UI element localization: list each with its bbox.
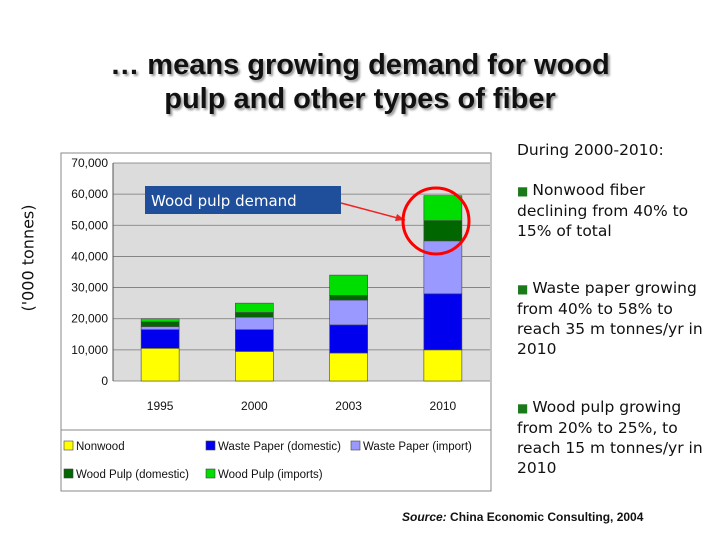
highlight-circle <box>401 186 471 256</box>
x-tick-label: 2003 <box>335 399 362 413</box>
y-tick-label: 10,000 <box>71 343 108 357</box>
x-tick-label: 2000 <box>241 399 268 413</box>
y-tick-label: 20,000 <box>71 312 108 326</box>
bar-segment <box>235 329 274 352</box>
legend-entry: Wood Pulp (domestic) <box>76 469 189 481</box>
bar-segment <box>235 302 274 313</box>
bar-segment <box>329 352 368 382</box>
bar-segment <box>140 326 180 330</box>
legend-swatch <box>205 440 216 451</box>
bar-segment <box>235 312 274 318</box>
title-line-1: … means growing demand for wood <box>110 49 610 81</box>
legend: Nonwood Waste Paper (domestic) Waste Paper… <box>63 440 472 481</box>
legend-entry: Nonwood <box>76 441 125 453</box>
bullet-icon: ■ <box>517 184 529 198</box>
legend-entry: Waste Paper (import) <box>363 441 472 453</box>
legend-swatch <box>63 468 74 479</box>
y-tick-label: 30,000 <box>71 281 108 295</box>
y-tick-label: 70,000 <box>71 156 108 170</box>
bar-segment <box>423 220 463 242</box>
bullet-nonwood-text: Nonwood fiber declining from 40% to 15% … <box>517 181 689 240</box>
bar-segment <box>235 316 274 330</box>
x-tick-labels: 1995 2000 2003 2010 <box>147 399 457 413</box>
bar-segment <box>140 321 180 327</box>
x-tick-label: 2010 <box>430 399 457 413</box>
callout-box <box>145 186 341 214</box>
callout-arrow <box>340 202 406 221</box>
source-text: China Economic Consulting, 2004 <box>450 510 644 524</box>
bullet-nonwood: ■ Nonwood fiber declining from 40% to 15%… <box>517 180 717 241</box>
bar-segment <box>423 349 463 382</box>
bullet-wood-pulp-text: Wood pulp growing from 20% to 25%, to re… <box>517 398 703 477</box>
bar-segment <box>423 195 463 221</box>
slide-title: … means growing demand for wood pulp and… <box>0 48 720 116</box>
title-line-2: pulp and other types of fiber <box>164 83 556 115</box>
bars <box>140 195 463 382</box>
legend-swatch <box>205 468 216 479</box>
y-tick-label: 0 <box>101 374 108 388</box>
source-label: Source: <box>402 510 447 524</box>
source-note: Source: China Economic Consulting, 2004 <box>402 510 643 524</box>
legend-swatch <box>63 440 74 451</box>
bar-segment <box>140 347 180 382</box>
bullet-icon: ■ <box>517 282 529 296</box>
legend-swatch <box>350 440 361 451</box>
bar-segment <box>235 351 274 382</box>
callout: Wood pulp demand <box>145 186 471 256</box>
bullet-wood-pulp: ■ Wood pulp growing from 20% to 25%, to r… <box>517 397 717 478</box>
bar-segment <box>329 274 368 296</box>
x-tick-label: 1995 <box>147 399 174 413</box>
y-tick-label: 60,000 <box>71 187 108 201</box>
legend-entry: Waste Paper (domestic) <box>218 441 341 453</box>
bar-segment <box>140 329 180 349</box>
bar-segment <box>329 295 368 301</box>
bullet-icon: ■ <box>517 401 529 415</box>
bar-segment <box>423 240 463 295</box>
y-tick-labels: 0 10,000 20,000 30,000 40,000 50,000 60,000 70,… <box>71 156 108 388</box>
y-tick-label: 50,000 <box>71 218 108 232</box>
bar-segment <box>140 318 180 323</box>
bullet-waste-paper: ■ Waste paper growing from 40% to 58% to … <box>517 278 717 359</box>
period-heading: During 2000-2010: <box>517 141 664 159</box>
bar-segment <box>329 324 368 354</box>
legend-entry: Wood Pulp (imports) <box>218 469 323 481</box>
bullet-waste-paper-text: Waste paper growing from 40% to 58% to r… <box>517 279 703 358</box>
y-tick-label: 40,000 <box>71 249 108 263</box>
bar-segment <box>329 299 368 326</box>
bar-segment <box>423 293 463 351</box>
callout-label: Wood pulp demand <box>151 192 297 210</box>
